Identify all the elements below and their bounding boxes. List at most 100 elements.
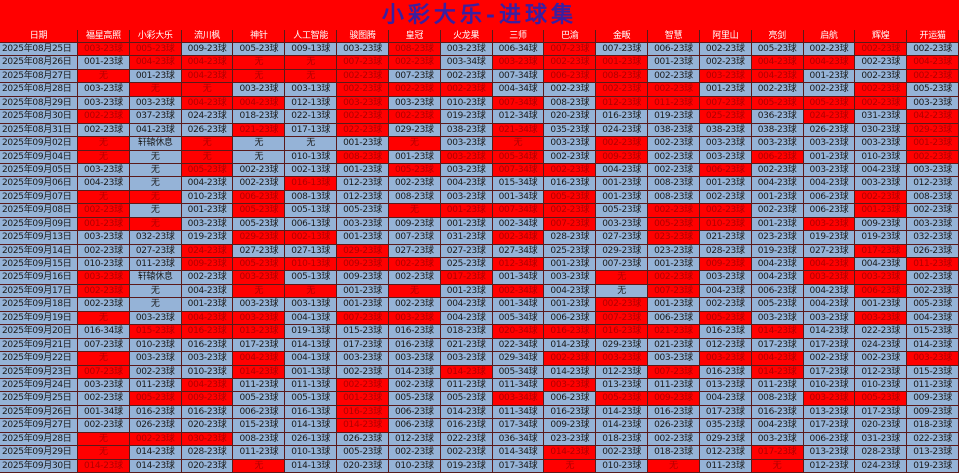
cell: 007-34球 — [492, 204, 545, 218]
cell: 016-23球 — [596, 110, 649, 124]
cell: 011-23球 — [129, 378, 182, 393]
cell: 007-23球 — [596, 258, 649, 272]
column-header: 亮剑 — [751, 30, 804, 43]
cell: 005-23球 — [233, 258, 286, 272]
cell: 004-23球 — [751, 419, 804, 433]
cell: 003-23球 — [699, 150, 752, 164]
cell: 002-34球 — [492, 284, 545, 299]
column-header: 智慧 — [648, 30, 700, 43]
cell: 006-23球 — [233, 190, 286, 205]
cell: 017-23球 — [803, 419, 856, 433]
cell: 017-34球 — [492, 419, 545, 433]
cell: 002-23球 — [78, 284, 130, 299]
cell: 003-13球 — [285, 83, 338, 97]
cell: 无 — [388, 284, 441, 299]
cell: 002-23球 — [388, 83, 441, 97]
cell: 016-23球 — [388, 338, 441, 353]
cell: 002-23球 — [337, 365, 389, 379]
column-header: 日期 — [0, 30, 78, 43]
cell: 030-23球 — [181, 432, 234, 447]
cell: 010-23球 — [596, 459, 649, 473]
cell: 007-34球 — [492, 96, 545, 111]
cell: 024-23球 — [803, 110, 856, 124]
cell: 028-23球 — [181, 446, 234, 460]
cell: 008-23球 — [337, 150, 389, 164]
cell: 013-23球 — [699, 378, 752, 393]
cell: 003-23球 — [699, 352, 752, 366]
date-cell: 2025年08月31日 — [0, 123, 78, 138]
cell: 014-13球 — [285, 459, 338, 473]
cell: 002-23球 — [803, 352, 856, 366]
cell: 009-23球 — [181, 258, 234, 272]
column-header: 三师 — [492, 30, 545, 43]
cell: 004-34球 — [492, 83, 545, 97]
date-cell: 2025年09月27日 — [0, 419, 78, 433]
cell: 无 — [129, 163, 182, 178]
cell: 012-23球 — [907, 177, 959, 191]
cell: 002-23球 — [440, 69, 493, 84]
cell: 004-23球 — [803, 56, 856, 70]
cell: 014-23球 — [129, 459, 182, 473]
cell: 001-23球 — [648, 56, 700, 70]
date-cell: 2025年09月19日 — [0, 311, 78, 326]
cell: 无 — [181, 150, 234, 164]
cell: 002-23球 — [440, 446, 493, 460]
cell: 006-23球 — [803, 432, 856, 447]
date-cell: 2025年09月02日 — [0, 137, 78, 151]
cell: 031-23球 — [855, 432, 908, 447]
cell: 003-23球 — [855, 137, 908, 151]
cell: 002-23球 — [337, 110, 389, 124]
cell: 012-23球 — [388, 432, 441, 447]
cell: 无 — [233, 56, 286, 70]
cell: 001-23球 — [78, 217, 130, 232]
cell: 001-23球 — [751, 190, 804, 205]
cell: 002-23球 — [855, 43, 908, 57]
cell: 003-23球 — [337, 217, 389, 232]
cell: 035-23球 — [699, 419, 752, 433]
cell: 007-23球 — [648, 284, 700, 299]
cell: 016-23球 — [596, 325, 649, 339]
cell: 004-23球 — [855, 163, 908, 178]
date-cell: 2025年09月08日 — [0, 204, 78, 218]
cell: 002-23球 — [907, 284, 959, 299]
cell: 009-23球 — [907, 405, 959, 420]
date-cell: 2025年09月18日 — [0, 298, 78, 312]
cell: 001-34球 — [78, 405, 130, 420]
cell: 002-23球 — [699, 204, 752, 218]
cell: 024-23球 — [855, 459, 908, 473]
cell: 010-23球 — [388, 459, 441, 473]
cell: 023-23球 — [648, 231, 700, 245]
cell: 038-23球 — [440, 123, 493, 138]
cell: 021-23球 — [648, 338, 700, 353]
cell: 轩辕休息 — [129, 271, 182, 285]
cell: 014-23球 — [907, 338, 959, 353]
cell: 001-23球 — [803, 150, 856, 164]
cell: 003-23球 — [440, 163, 493, 178]
cell: 019-13球 — [285, 325, 338, 339]
cell: 002-23球 — [648, 150, 700, 164]
cell: 014-23球 — [388, 365, 441, 379]
cell: 008-23球 — [388, 43, 441, 57]
date-cell: 2025年08月28日 — [0, 83, 78, 97]
cell: 005-34球 — [492, 311, 545, 326]
cell: 004-23球 — [803, 177, 856, 191]
cell: 003-23球 — [337, 96, 389, 111]
cell: 004-23球 — [78, 177, 130, 191]
cell: 012-23球 — [855, 365, 908, 379]
cell: 029-23球 — [596, 244, 649, 258]
cell: 016-23球 — [544, 325, 597, 339]
cell: 003-23球 — [440, 150, 493, 164]
cell: 025-23球 — [440, 258, 493, 272]
cell: 005-23球 — [129, 392, 182, 406]
cell: 003-23球 — [388, 352, 441, 366]
cell: 041-23球 — [129, 123, 182, 138]
cell: 无 — [233, 69, 286, 84]
cell: 017-23球 — [803, 338, 856, 353]
cell: 007-34球 — [492, 69, 545, 84]
cell: 002-23球 — [440, 83, 493, 97]
cell: 003-23球 — [803, 217, 856, 232]
cell: 014-23球 — [596, 419, 649, 433]
cell: 002-23球 — [233, 177, 286, 191]
cell: 022-23球 — [337, 123, 389, 138]
cell: 011-23球 — [233, 378, 286, 393]
